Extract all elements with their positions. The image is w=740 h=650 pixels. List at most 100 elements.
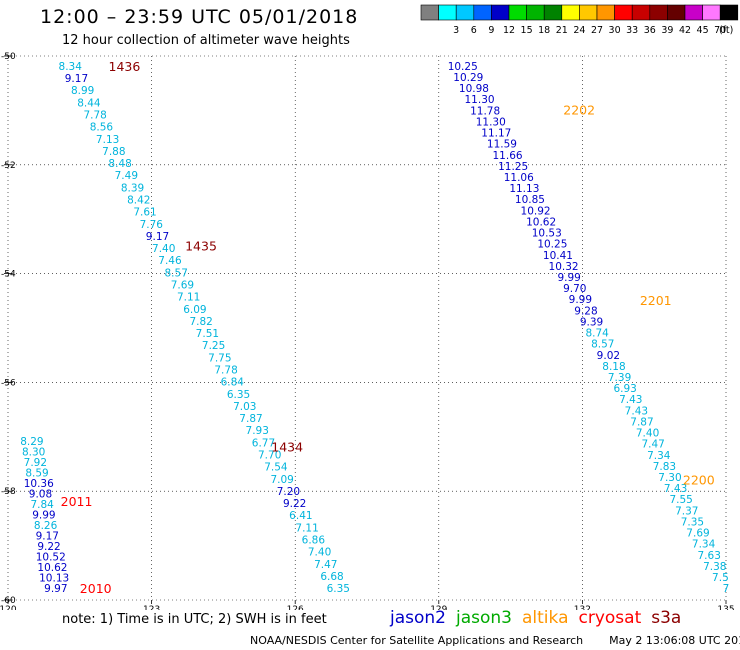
wave-height-value: 7.37 bbox=[675, 505, 698, 517]
wave-height-value: 10.41 bbox=[543, 250, 573, 262]
wave-height-value: 6.41 bbox=[289, 510, 312, 522]
satellite-legend-altika: altika bbox=[522, 608, 569, 628]
wave-height-value: 10.25 bbox=[537, 239, 567, 251]
wave-height-value: 9.99 bbox=[557, 272, 580, 284]
wave-height-value: 6.86 bbox=[302, 535, 326, 547]
wave-height-value: 7.54 bbox=[264, 462, 288, 474]
wave-height-value: 7.88 bbox=[102, 146, 125, 158]
wave-height-value: 7.13 bbox=[96, 134, 119, 146]
wave-height-value: 11.30 bbox=[465, 94, 495, 106]
grid-lines bbox=[7, 55, 727, 601]
wave-height-value: 10.53 bbox=[532, 228, 562, 240]
chart-subtitle: 12 hour collection of altimeter wave hei… bbox=[62, 33, 350, 48]
satellite-legend-jason3: jason3 bbox=[456, 608, 512, 628]
pass-time-label: 1435 bbox=[185, 238, 217, 253]
x-tick-label: 132 bbox=[574, 605, 591, 610]
wave-height-value: 8.30 bbox=[22, 447, 45, 459]
wave-height-value: 7.25 bbox=[202, 340, 225, 352]
legend-tick-label: 3 bbox=[453, 25, 459, 36]
wave-height-value: 7.84 bbox=[30, 499, 54, 511]
wave-height-value: 7.78 bbox=[83, 109, 106, 121]
legend-unit: (ft) bbox=[719, 25, 733, 36]
wave-height-value: 8.34 bbox=[59, 61, 83, 73]
wave-height-value: 7.34 bbox=[692, 539, 716, 551]
y-tick-label: -50 bbox=[1, 52, 16, 62]
wave-height-value: 7.78 bbox=[214, 365, 237, 377]
x-tick-label: 126 bbox=[287, 605, 304, 610]
wave-height-value: 7.43 bbox=[625, 405, 648, 417]
wave-height-value: 8.59 bbox=[25, 468, 48, 480]
wave-height-value: 8.99 bbox=[71, 85, 94, 97]
pass-time-label: 2202 bbox=[563, 102, 595, 117]
wave-height-value: 9.17 bbox=[36, 531, 59, 543]
wave-height-value: 10.52 bbox=[36, 552, 66, 564]
swath-s3a: 8.349.178.998.447.788.567.137.888.487.49… bbox=[59, 59, 350, 595]
wave-height-value: 9.22 bbox=[283, 498, 306, 510]
pass-time-label: 2200 bbox=[683, 472, 715, 487]
wave-height-value: 9.22 bbox=[37, 541, 60, 553]
wave-height-value: 11.30 bbox=[476, 116, 506, 128]
plot-area: 120 123 126 129 132 135 -50 -52 -54 -56 -58 -60 8.34… bbox=[0, 52, 735, 610]
wave-height-value: 11.59 bbox=[487, 139, 517, 151]
legend-tick-label: 24 bbox=[573, 25, 585, 36]
wave-height-value: 7.35 bbox=[681, 516, 704, 528]
wave-height-value: 11.78 bbox=[470, 105, 500, 117]
wave-height-value: 10.29 bbox=[453, 72, 483, 84]
wave-height-value: 10.36 bbox=[24, 478, 54, 490]
wave-height-value: 9.28 bbox=[574, 305, 597, 317]
wave-height-value: 7.34 bbox=[647, 450, 671, 462]
wave-height-value: 7.83 bbox=[653, 461, 676, 473]
wave-height-value: 8.29 bbox=[20, 436, 43, 448]
pass-time-label: 2201 bbox=[640, 293, 672, 308]
wave-height-value: 7.49 bbox=[115, 170, 138, 182]
wave-height-value: 6.09 bbox=[183, 304, 206, 316]
wave-height-value: 6.77 bbox=[252, 437, 275, 449]
legend-tick-label: 6 bbox=[471, 25, 477, 36]
wave-height-value: 7.5 bbox=[712, 572, 729, 584]
wave-height-value: 7.63 bbox=[698, 550, 721, 562]
wave-height-value: 10.92 bbox=[521, 205, 551, 217]
wave-height-value: 10.32 bbox=[549, 261, 579, 273]
swath-cryosat: 8.298.307.928.5910.369.087.849.998.269.1… bbox=[20, 436, 111, 596]
wave-height-value: 10.85 bbox=[515, 194, 545, 206]
y-tick-label: -54 bbox=[1, 270, 16, 280]
legend-tick-label: 9 bbox=[488, 25, 494, 36]
wave-height-value: 9.02 bbox=[597, 350, 620, 362]
x-tick-label: 120 bbox=[0, 605, 17, 610]
wave-height-value: 11.13 bbox=[509, 183, 539, 195]
color-scale-legend: 3 6 9 12 15 18 21 24 27 30 33 36 39 42 45 70(ft) bbox=[420, 4, 739, 36]
wave-height-value: 7.09 bbox=[270, 474, 293, 486]
wave-height-value: 8.48 bbox=[108, 158, 131, 170]
wave-height-value: 7.76 bbox=[140, 219, 164, 231]
wave-height-value: 6.68 bbox=[320, 571, 343, 583]
wave-height-value: 7.30 bbox=[658, 472, 681, 484]
legend-tick-label: 18 bbox=[538, 25, 550, 36]
wave-height-value: 7.82 bbox=[189, 316, 212, 328]
wave-height-value: 7.61 bbox=[133, 207, 156, 219]
footnote: note: 1) Time is in UTC; 2) SWH is in fe… bbox=[62, 612, 327, 627]
wave-height-value: 7.03 bbox=[233, 401, 256, 413]
legend-tick-label: 45 bbox=[697, 25, 709, 36]
wave-height-value: 8.18 bbox=[602, 361, 625, 373]
wave-height-value: 9.39 bbox=[580, 316, 603, 328]
wave-height-value: 7.43 bbox=[619, 394, 642, 406]
wave-height-value: 8.42 bbox=[127, 194, 150, 206]
x-tick-label: 123 bbox=[143, 605, 160, 610]
wave-height-value: 7.75 bbox=[208, 352, 231, 364]
wave-height-value: 7.69 bbox=[686, 528, 709, 540]
wave-height-value: 11.17 bbox=[481, 128, 511, 140]
wave-height-value: 9.99 bbox=[32, 510, 55, 522]
pass-time-label: 1434 bbox=[271, 440, 303, 455]
wave-height-value: 11.25 bbox=[498, 161, 528, 173]
x-tick-label: 129 bbox=[430, 605, 447, 610]
wave-height-value: 7.87 bbox=[630, 416, 653, 428]
wave-height-value: 7.69 bbox=[171, 279, 194, 291]
wave-height-value: 8.57 bbox=[591, 339, 614, 351]
wave-height-value: 7.38 bbox=[703, 561, 726, 573]
wave-height-value: 8.44 bbox=[77, 97, 101, 109]
chart-title: 12:00 – 23:59 UTC 05/01/2018 bbox=[40, 6, 359, 28]
swath-altika: 10.2510.2910.9811.3011.7811.3011.1711.59… bbox=[448, 61, 730, 595]
legend-tick-label: 27 bbox=[591, 25, 603, 36]
wave-height-value: 10.13 bbox=[39, 573, 69, 585]
